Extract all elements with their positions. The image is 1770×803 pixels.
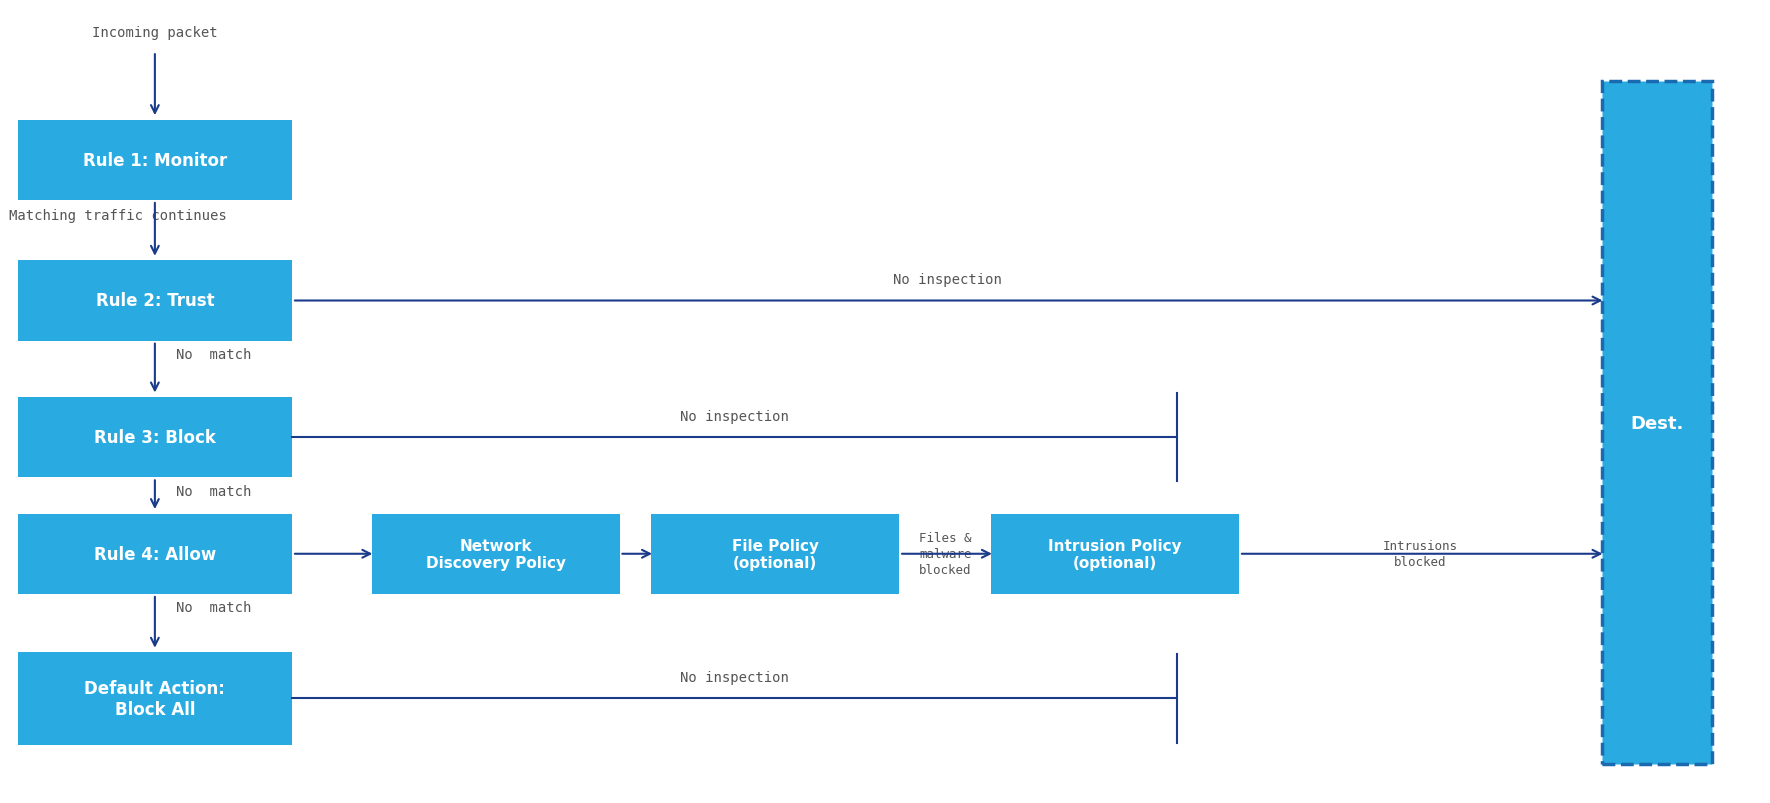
- Text: Files &
malware
blocked: Files & malware blocked: [919, 532, 972, 577]
- Text: Intrusions
blocked: Intrusions blocked: [1382, 540, 1458, 569]
- Text: No  match: No match: [175, 601, 251, 614]
- FancyBboxPatch shape: [372, 514, 620, 594]
- Text: Matching traffic continues: Matching traffic continues: [9, 209, 227, 222]
- FancyBboxPatch shape: [991, 514, 1239, 594]
- FancyBboxPatch shape: [18, 120, 292, 201]
- FancyBboxPatch shape: [651, 514, 899, 594]
- Text: Default Action:
Block All: Default Action: Block All: [85, 679, 225, 718]
- FancyBboxPatch shape: [18, 652, 292, 745]
- Text: Intrusion Policy
(optional): Intrusion Policy (optional): [1048, 538, 1182, 570]
- Text: No inspection: No inspection: [680, 410, 789, 423]
- Text: Rule 3: Block: Rule 3: Block: [94, 429, 216, 446]
- Text: No  match: No match: [175, 348, 251, 361]
- Text: No inspection: No inspection: [892, 273, 1002, 287]
- FancyBboxPatch shape: [18, 397, 292, 478]
- FancyBboxPatch shape: [1602, 82, 1712, 764]
- Text: Network
Discovery Policy: Network Discovery Policy: [425, 538, 566, 570]
- FancyBboxPatch shape: [18, 261, 292, 341]
- FancyBboxPatch shape: [18, 514, 292, 594]
- Text: Dest.: Dest.: [1630, 414, 1683, 432]
- Text: Incoming packet: Incoming packet: [92, 26, 218, 40]
- Text: Rule 2: Trust: Rule 2: Trust: [96, 292, 214, 310]
- Text: Rule 4: Allow: Rule 4: Allow: [94, 545, 216, 563]
- Text: No inspection: No inspection: [680, 671, 789, 684]
- Text: No  match: No match: [175, 484, 251, 498]
- Text: Rule 1: Monitor: Rule 1: Monitor: [83, 152, 227, 169]
- Text: File Policy
(optional): File Policy (optional): [731, 538, 820, 570]
